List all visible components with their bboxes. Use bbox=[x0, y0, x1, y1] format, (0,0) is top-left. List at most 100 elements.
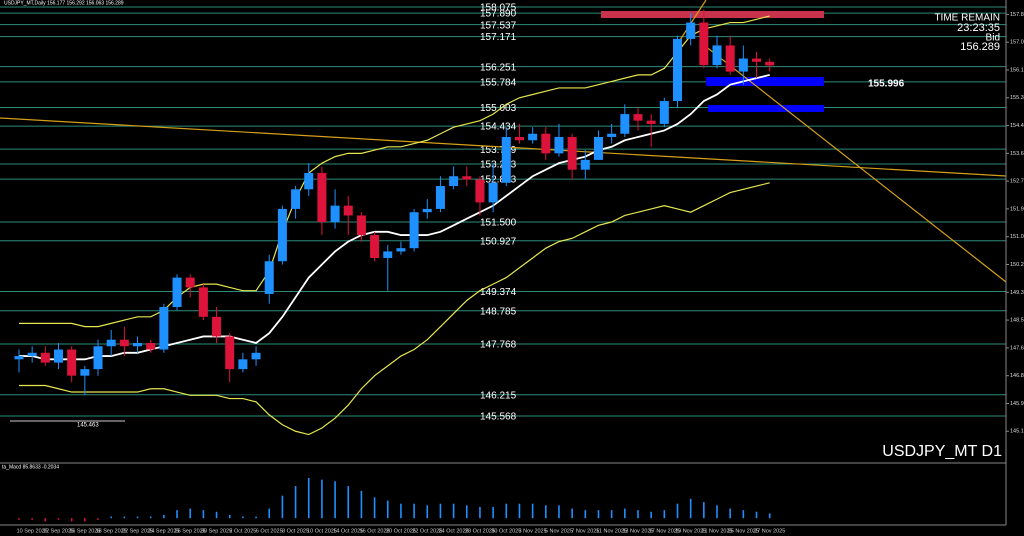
macd-bar bbox=[321, 479, 323, 519]
x-tick-label: 13 Nov 2025 bbox=[622, 528, 653, 534]
y-tick-label: 157.850 bbox=[1010, 12, 1024, 18]
macd-bar bbox=[18, 518, 20, 520]
candle-body bbox=[686, 22, 696, 39]
x-tick-label: 6 Oct 2025 bbox=[256, 528, 283, 534]
macd-bar bbox=[255, 516, 257, 519]
level-label: 148.785 bbox=[480, 306, 517, 317]
macd-bar bbox=[163, 514, 165, 519]
candle-body bbox=[277, 208, 287, 262]
macd-bar bbox=[44, 518, 47, 522]
macd-bar bbox=[31, 518, 33, 520]
x-tick-label: 10 Oct 2025 bbox=[307, 528, 337, 534]
bid-label: Bid bbox=[986, 33, 1000, 44]
candle-body bbox=[752, 58, 762, 62]
macd-bar bbox=[768, 513, 771, 519]
macd-bar bbox=[650, 511, 652, 519]
candle-body bbox=[462, 176, 472, 180]
macd-bar bbox=[703, 502, 705, 519]
y-tick-label: 145.100 bbox=[1010, 429, 1024, 435]
y-tick-label: 146.800 bbox=[1010, 373, 1024, 379]
level-label: 150.927 bbox=[480, 236, 517, 247]
level-label: 155.784 bbox=[480, 78, 517, 89]
candle-body bbox=[449, 176, 459, 187]
macd-bar bbox=[228, 514, 231, 519]
candle-body bbox=[712, 45, 722, 66]
overlays bbox=[19, 15, 770, 436]
candle-body bbox=[146, 342, 156, 350]
candle-body bbox=[212, 316, 222, 337]
macd-bar bbox=[57, 518, 60, 520]
candle-body bbox=[291, 189, 301, 209]
macd-bar bbox=[360, 490, 363, 519]
candle-body bbox=[633, 114, 643, 121]
x-tick-label: 26 Sep 2025 bbox=[175, 528, 206, 534]
macd-bar bbox=[624, 508, 626, 519]
candle-body bbox=[383, 251, 393, 258]
candle-body bbox=[699, 22, 709, 66]
macd-bar bbox=[123, 516, 126, 519]
x-tick-label: 25 Nov 2025 bbox=[728, 528, 759, 534]
x-tick-label: 7 Nov 2025 bbox=[571, 528, 599, 534]
x-tick-label: 20 Oct 2025 bbox=[386, 528, 416, 534]
y-tick-label: 151.900 bbox=[1010, 206, 1024, 212]
macd-bar bbox=[215, 511, 218, 519]
candle-body bbox=[541, 133, 551, 154]
level-label: 157.171 bbox=[480, 32, 517, 43]
candle-body bbox=[330, 205, 340, 223]
macd-bar bbox=[84, 518, 86, 522]
candle-body bbox=[673, 38, 682, 102]
y-tick-label: 152.750 bbox=[1010, 179, 1024, 185]
candle-body bbox=[27, 352, 37, 357]
candle-body bbox=[659, 101, 669, 124]
y-tick-label: 156.150 bbox=[1010, 67, 1024, 73]
resistance-zone bbox=[601, 11, 824, 18]
macd-bar bbox=[400, 503, 402, 519]
candle-body bbox=[356, 215, 366, 236]
candle-body bbox=[435, 186, 445, 209]
candle-body bbox=[225, 336, 235, 370]
level-label: 157.537 bbox=[480, 20, 517, 31]
macd-bar bbox=[558, 505, 560, 519]
macd-bar bbox=[413, 503, 415, 519]
level-label: 147.768 bbox=[480, 340, 517, 351]
x-tick-label: 30 Sep 2025 bbox=[201, 528, 232, 534]
x-tick-label: 2 Oct 2025 bbox=[229, 528, 256, 534]
macd-bar bbox=[426, 505, 429, 519]
macd-bar bbox=[729, 508, 731, 519]
level-label: 157.890 bbox=[480, 9, 517, 20]
macd-bar bbox=[268, 508, 271, 519]
support-zone bbox=[708, 105, 824, 112]
level-label: 152.813 bbox=[480, 175, 517, 186]
macd-bar bbox=[334, 481, 336, 519]
x-tick-label: 22 Sep 2025 bbox=[122, 528, 153, 534]
indicator-line bbox=[19, 182, 770, 436]
macd-bar bbox=[110, 516, 112, 519]
macd-bar bbox=[689, 498, 692, 519]
candle-body bbox=[765, 61, 775, 66]
macd-bar bbox=[505, 503, 508, 519]
trend-line bbox=[679, 0, 707, 41]
y-tick-label: 153.600 bbox=[1010, 151, 1024, 157]
x-tick-label: 3 Nov 2025 bbox=[519, 528, 547, 534]
macd-bar bbox=[742, 510, 745, 519]
candle-body bbox=[251, 352, 261, 360]
macd-bar bbox=[149, 516, 152, 519]
header: USDJPY_MT,Daily 156.177 156.292 156.063 … bbox=[4, 0, 124, 6]
x-tick-label: 30 Oct 2025 bbox=[491, 528, 521, 534]
x-tick-label: 14 Oct 2025 bbox=[333, 528, 363, 534]
candle-body bbox=[580, 159, 590, 170]
time-remain: 23:23:35 bbox=[957, 22, 1000, 34]
macd-bar bbox=[439, 503, 442, 519]
macd-bar bbox=[597, 510, 600, 519]
macd-bar bbox=[755, 511, 758, 519]
level-label: 146.215 bbox=[480, 390, 517, 401]
y-tick-label: 154.450 bbox=[1010, 123, 1024, 129]
macd-bar bbox=[676, 503, 679, 519]
macd-bar bbox=[70, 518, 73, 522]
candle-body bbox=[607, 133, 617, 137]
candle-body bbox=[304, 172, 314, 190]
macd-title: ta_Macd 85.8633 -0.2034 bbox=[2, 464, 59, 470]
